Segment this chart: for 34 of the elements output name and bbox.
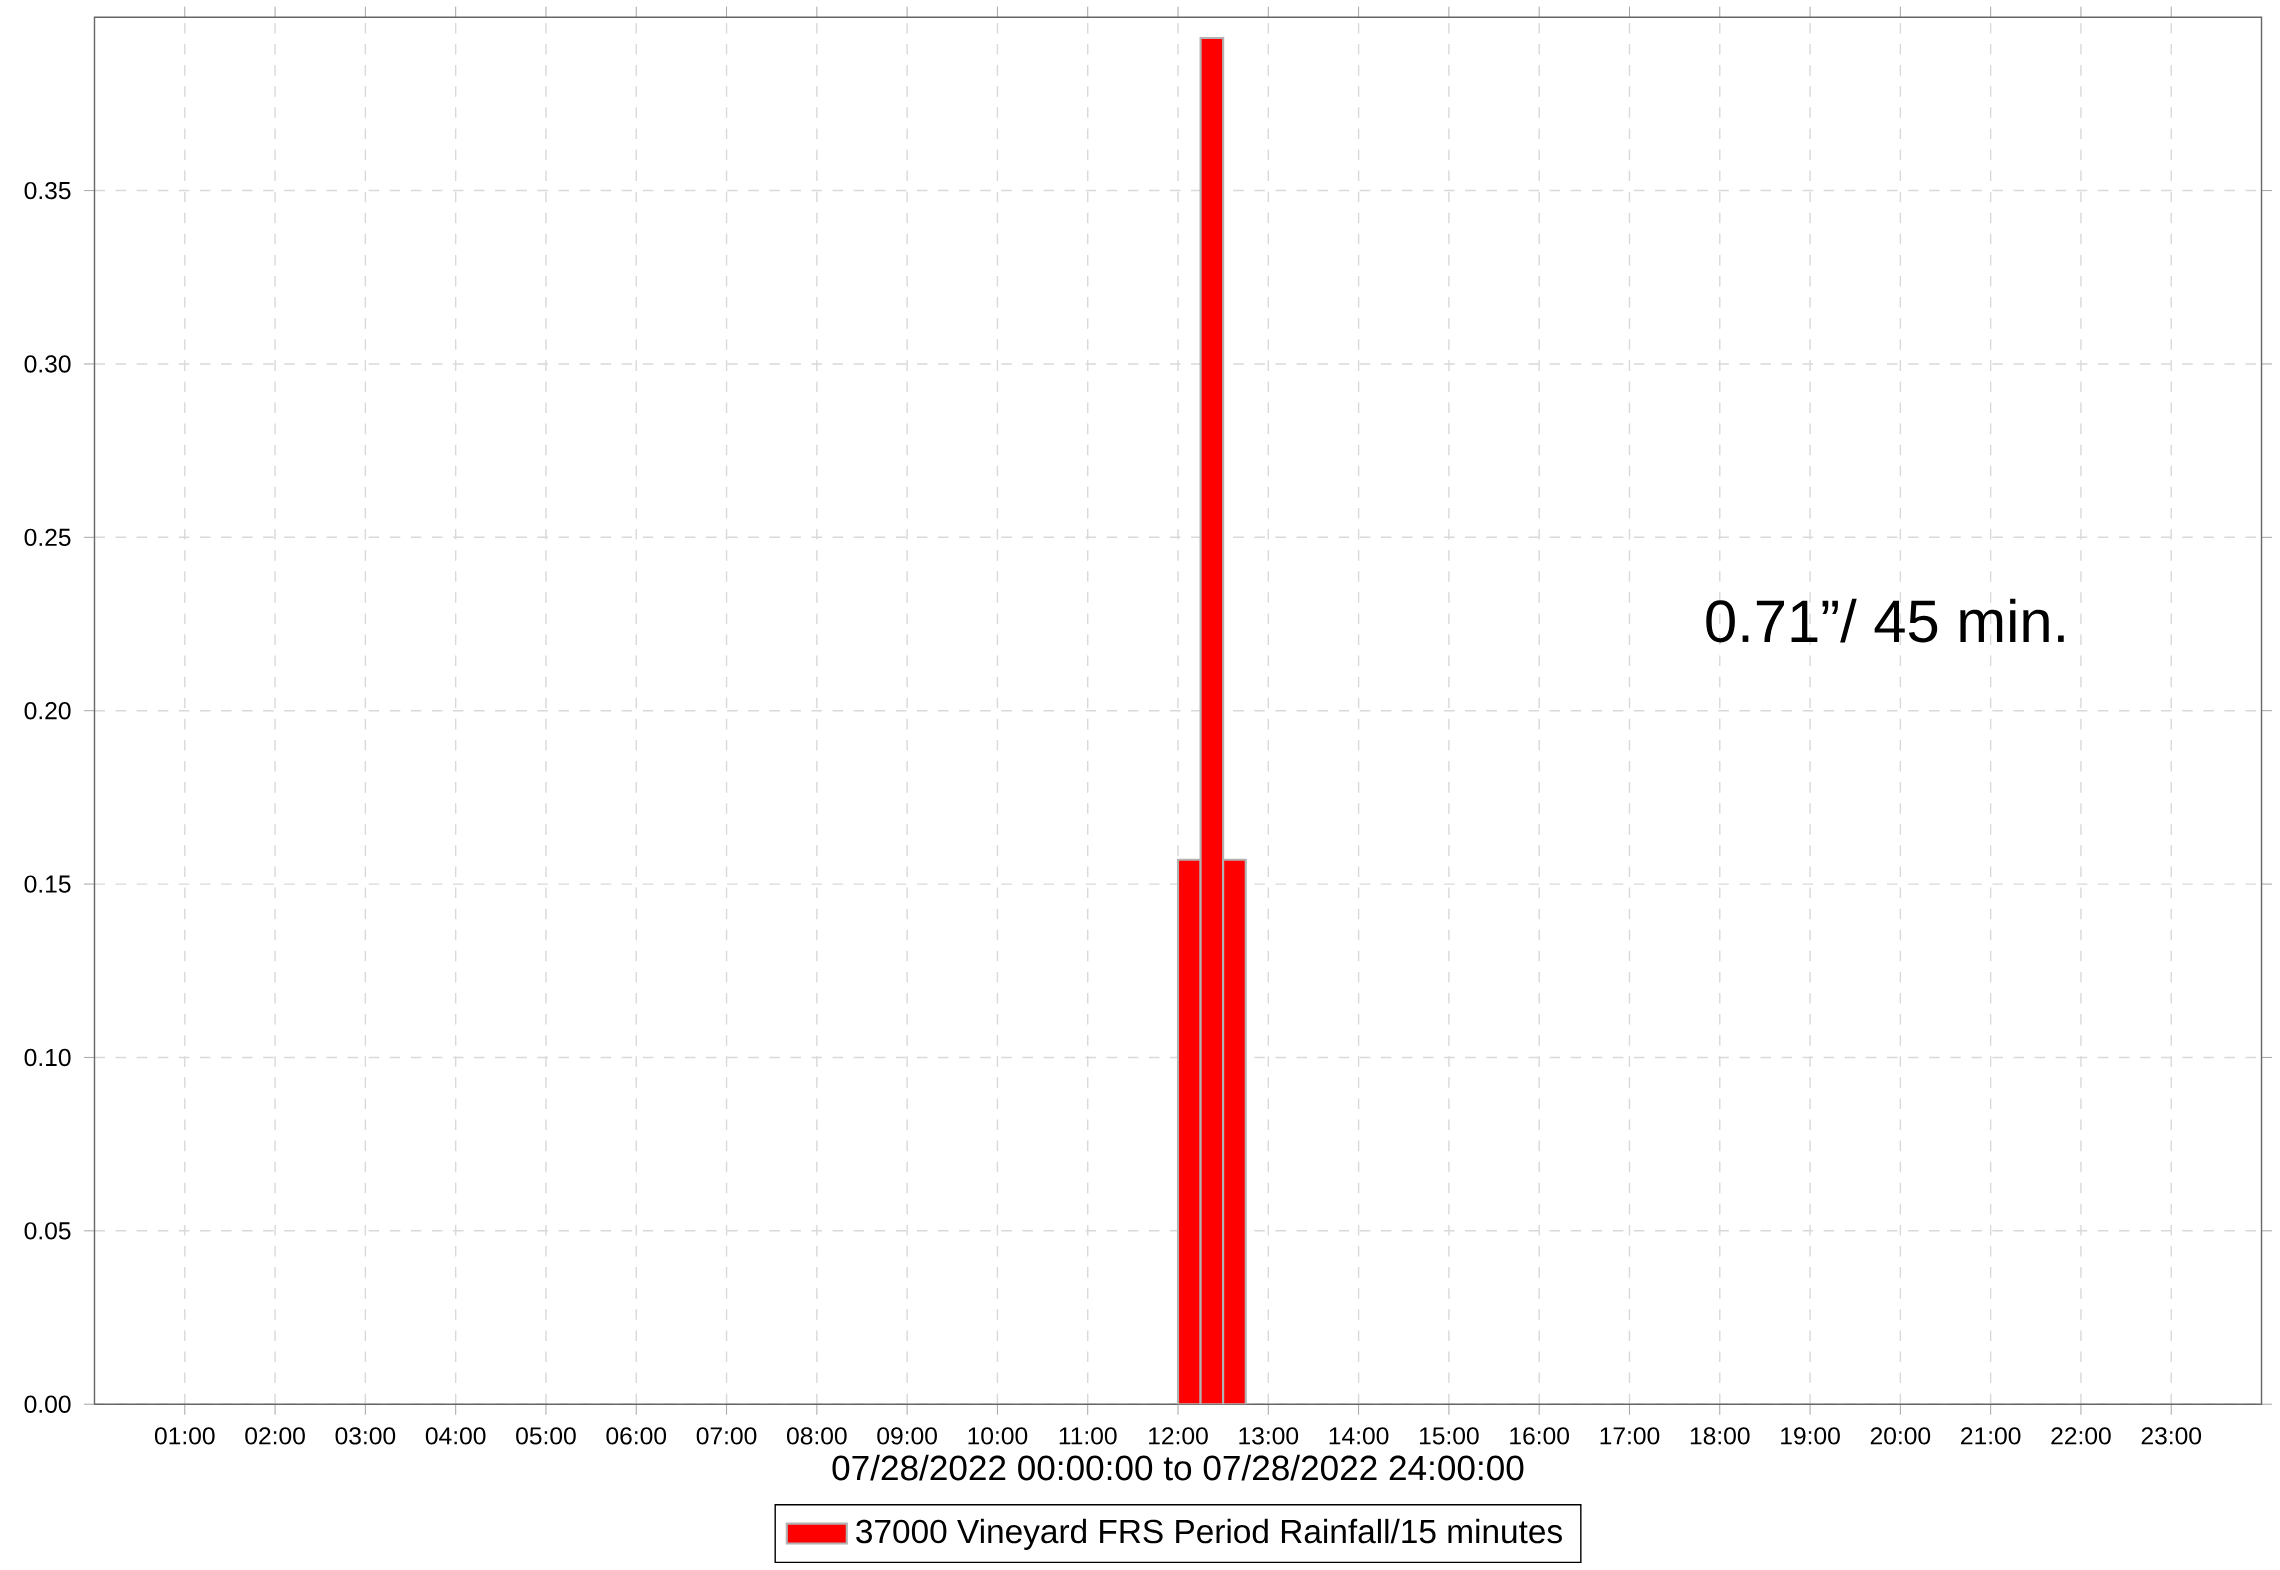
x-tick-label: 16:00 — [1510, 1427, 1570, 1445]
x-tick-label: 06:00 — [606, 1427, 667, 1445]
x-tick-label: 20:00 — [1870, 1427, 1931, 1445]
x-tick-label: 22:00 — [2051, 1427, 2111, 1445]
y-tick-label: 0.10 — [24, 1048, 71, 1067]
x-tick-label: 21:00 — [1961, 1427, 2021, 1445]
x-tick-label: 03:00 — [335, 1427, 396, 1445]
x-tick-label: 02:00 — [245, 1427, 305, 1445]
x-tick-label: 14:00 — [1329, 1427, 1389, 1445]
y-tick-label: 0.30 — [24, 355, 71, 373]
y-tick-label: 0.25 — [24, 528, 71, 547]
y-tick-label: 0.05 — [24, 1222, 71, 1240]
x-tick-label: 19:00 — [1781, 1427, 1840, 1445]
x-tick-label: 17:00 — [1600, 1427, 1660, 1445]
annotation: 0.71”/ 45 min. — [1706, 598, 2064, 643]
x-tick-label: 09:00 — [877, 1427, 937, 1445]
x-tick-label: 15:00 — [1419, 1427, 1479, 1445]
x-tick-label: 18:00 — [1690, 1427, 1750, 1445]
x-tick-label: 05:00 — [516, 1427, 576, 1445]
y-tick-label: 0.35 — [24, 181, 71, 200]
x-tick-label: 13:00 — [1239, 1427, 1299, 1445]
x-tick-label: 07:00 — [696, 1427, 757, 1445]
y-tick-label: 0.20 — [24, 702, 71, 720]
y-tick-label: 0.00 — [24, 1395, 71, 1413]
y-tick-label: 0.15 — [24, 875, 71, 893]
x-tick-label: 04:00 — [425, 1427, 486, 1445]
x-tick-label: 08:00 — [787, 1427, 847, 1445]
x-tick-label: 11:00 — [1059, 1427, 1117, 1445]
x-tick-label: 12:00 — [1149, 1427, 1208, 1445]
legend-label: 37000 Vineyard FRS Period Rainfall/15 minutes — [856, 1518, 1562, 1550]
x-tick-label: 01:00 — [154, 1427, 215, 1445]
x-tick-label: 23:00 — [2141, 1427, 2202, 1445]
x-tick-label: 10:00 — [968, 1427, 1028, 1445]
x-axis-title: 07/28/2022 00:00:00 to 07/28/2022 24:00:00 — [832, 1454, 1524, 1481]
